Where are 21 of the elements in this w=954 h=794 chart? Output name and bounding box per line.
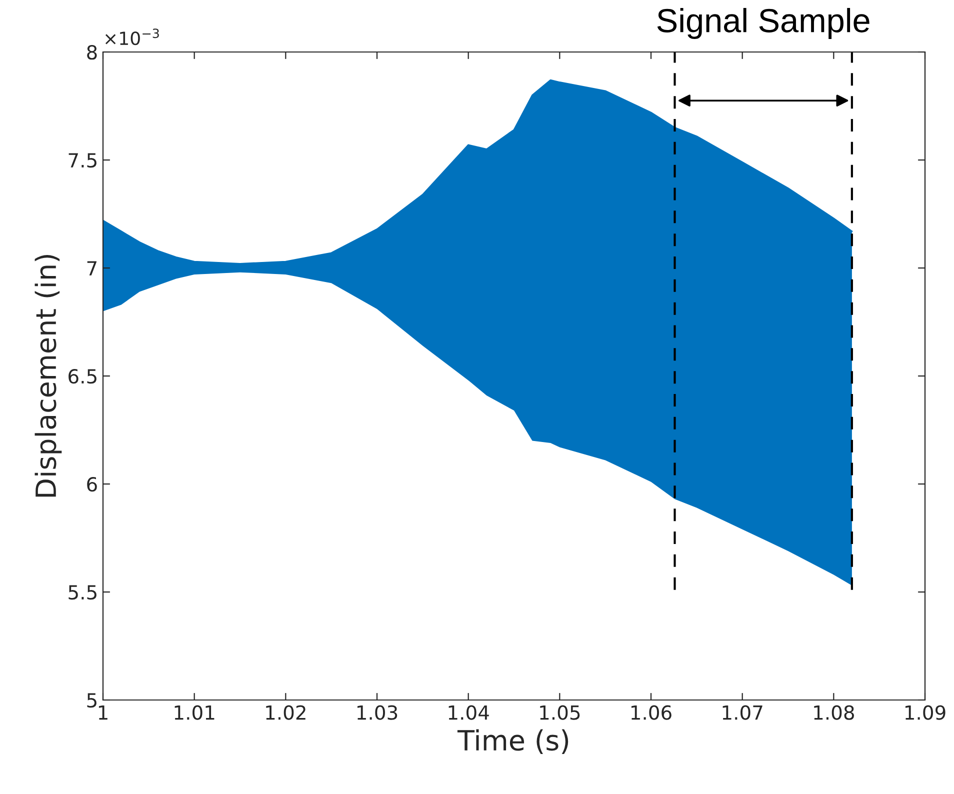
y-tick-label: 5 (87, 693, 96, 708)
text: Signal Sample (657, 8, 870, 40)
x-axis-title: Time (s) (457, 729, 568, 754)
x-tick-label: 1.05 (540, 705, 580, 720)
y-tick-label: 6 (87, 476, 97, 492)
x-tick-label: 1.02 (266, 705, 306, 720)
y-tick-label: 5.5 (68, 585, 96, 600)
x-tick-label: 1.06 (631, 705, 672, 720)
x-tick-label: 1.09 (905, 705, 946, 720)
x-tick-label: 1.04 (448, 705, 489, 720)
text: ×10$^{−3}$ (105, 28, 159, 46)
y-tick-label: 6.5 (68, 368, 96, 384)
x-tick-label: 1.03 (357, 705, 398, 720)
y-tick-label: 7 (87, 261, 96, 276)
x-tick-label: 1.08 (814, 705, 854, 720)
y-tick-label: 8 (87, 44, 97, 60)
x-tick-label: 1 (98, 705, 108, 720)
x-tick-label: 1.07 (722, 705, 762, 720)
y-axis-title: Displacement (in) (34, 254, 62, 497)
x-tick-label: 1.01 (174, 705, 214, 720)
y-tick-label: 7.5 (68, 153, 96, 168)
